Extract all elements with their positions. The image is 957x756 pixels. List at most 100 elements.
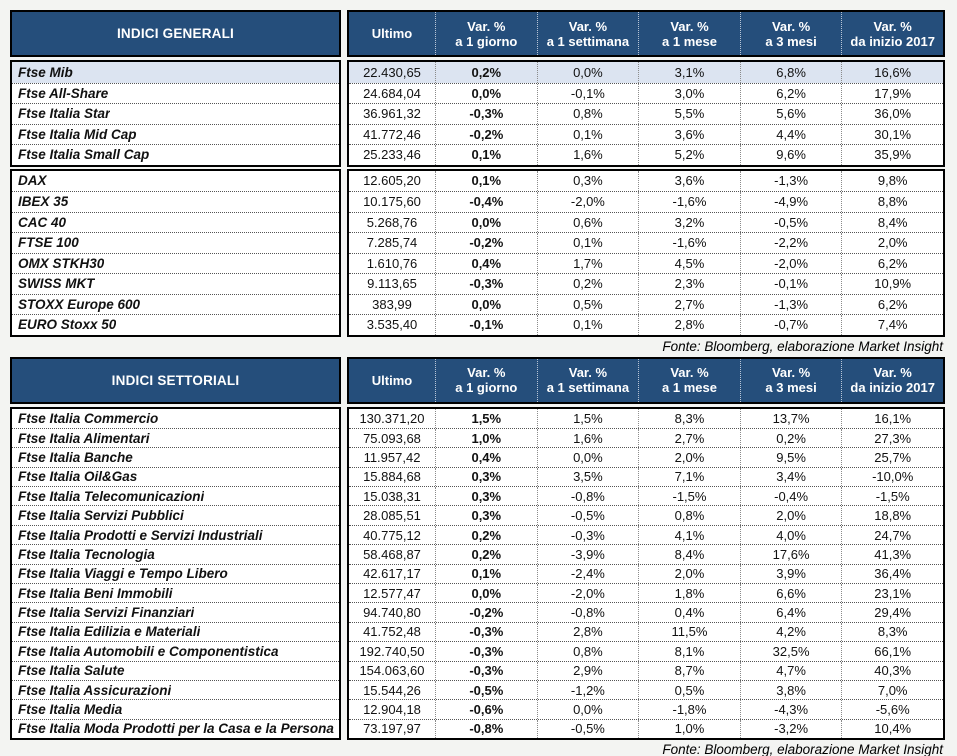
cell-ultimo: 12.904,18 (363, 702, 421, 718)
table-row: Ftse Italia Edilizia e Materiali (12, 621, 339, 641)
cell-var-inizio-2017: 17,9% (841, 83, 943, 103)
cell-ultimo: 73.197,97 (363, 721, 421, 737)
table-row: Ftse Italia Viaggi e Tempo Libero (12, 563, 339, 583)
cell-var-1-settimana: -2,4% (536, 564, 639, 584)
row-label: STOXX Europe 600 (18, 296, 141, 312)
cell-ultimo: 58.468,87 (363, 546, 421, 562)
cell-var-inizio-2017: 27,3% (841, 428, 943, 448)
table-row: 40.775,12 0,2% -0,3% 4,1% 4,0% 24,7% (349, 524, 943, 545)
column-header-var-1-settimana: Var. % a 1 settimana (536, 358, 639, 402)
values-panel: 22.430,65 0,2% 0,0% 3,1% 6,8% 16,6% 24.684,04 0… (347, 60, 945, 167)
cell-var-3-mesi: 5,6% (739, 104, 842, 124)
cell-var-1-giorno: -0,6% (435, 700, 537, 719)
row-label: CAC 40 (18, 214, 67, 230)
cell-var-1-giorno: 0,2% (435, 62, 537, 83)
table-row: 75.093,68 1,0% 1,6% 2,7% 0,2% 27,3% (349, 427, 943, 448)
cell-var-1-mese: 5,2% (638, 145, 740, 165)
table-row: 12.577,47 0,0% -2,0% 1,8% 6,6% 23,1% (349, 583, 943, 603)
row-label: Ftse Mib (18, 64, 73, 80)
table-row: Ftse Italia Servizi Finanziari (12, 602, 339, 621)
cell-var-1-mese: 2,8% (638, 315, 740, 335)
cell-ultimo: 24.684,04 (363, 85, 421, 101)
cell-var-1-mese: 0,5% (638, 680, 740, 700)
table-row: FTSE 100 (12, 232, 339, 253)
cell-var-1-settimana: 0,8% (536, 642, 639, 661)
column-header-var-3-mesi: Var. % a 3 mesi (739, 12, 842, 55)
table-row: DAX (12, 171, 339, 192)
cell-var-1-giorno: 0,3% (435, 506, 537, 525)
cell-ultimo: 11.957,42 (363, 449, 421, 465)
row-label: Ftse Italia Telecomunicazioni (18, 488, 205, 504)
cell-var-3-mesi: 32,5% (739, 642, 842, 661)
cell-var-inizio-2017: -5,6% (841, 700, 943, 719)
cell-var-1-mese: 3,0% (638, 83, 740, 103)
cell-var-inizio-2017: -10,0% (841, 467, 943, 487)
cell-var-1-giorno: -0,8% (435, 719, 537, 739)
source-note: Fonte: Bloomberg, elaborazione Market In… (662, 338, 943, 354)
cell-var-1-giorno: 0,0% (435, 294, 537, 314)
cell-var-1-giorno: -0,2% (435, 124, 537, 144)
cell-ultimo: 154.063,60 (359, 663, 425, 679)
cell-var-inizio-2017: 29,4% (841, 603, 943, 622)
cell-var-1-mese: 8,1% (638, 642, 740, 661)
row-label: Ftse Italia Edilizia e Materiali (18, 624, 201, 640)
table-row: 383,99 0,0% 0,5% 2,7% -1,3% 6,2% (349, 293, 943, 314)
cell-var-3-mesi: 4,7% (739, 661, 842, 680)
cell-var-1-mese: 4,5% (638, 253, 740, 273)
cell-ultimo: 5.268,76 (366, 214, 418, 230)
cell-ultimo: 15.038,31 (363, 488, 421, 504)
cell-var-3-mesi: 3,4% (739, 467, 842, 487)
cell-var-3-mesi: -0,1% (739, 274, 842, 294)
cell-var-1-mese: -1,8% (638, 700, 740, 719)
cell-var-1-settimana: -2,0% (536, 192, 639, 212)
cell-var-inizio-2017: 8,4% (841, 212, 943, 232)
labels-panel: DAX IBEX 35 CAC 40 FTSE 100 OMX STKH30 SWISS … (10, 168, 341, 337)
cell-var-1-giorno: -0,5% (435, 680, 537, 700)
column-header-var-1-giorno: Var. % a 1 giorno (435, 358, 537, 402)
values-panel: 12.605,20 0,1% 0,3% 3,6% -1,3% 9,8% 10.175,60-… (347, 168, 945, 337)
cell-var-inizio-2017: 16,6% (841, 62, 943, 83)
table-row: 11.957,42 0,4% 0,0% 2,0% 9,5% 25,7% (349, 447, 943, 467)
cell-var-1-settimana: 0,8% (536, 104, 639, 124)
table-row: 94.740,80 -0,2% -0,8% 0,4% 6,4% 29,4% (349, 602, 943, 622)
cell-var-1-giorno: 0,1% (435, 170, 537, 191)
cell-var-1-giorno: 0,1% (435, 564, 537, 584)
cell-var-inizio-2017: 10,4% (841, 719, 943, 739)
row-label: Ftse Italia Prodotti e Servizi Industria… (18, 527, 263, 543)
row-label: IBEX 35 (18, 194, 69, 210)
cell-ultimo: 75.093,68 (363, 430, 421, 446)
cell-ultimo: 25.233,46 (363, 147, 421, 163)
table-row: Ftse All-Share (12, 82, 339, 104)
cell-var-1-mese: 11,5% (638, 622, 740, 642)
cell-var-1-giorno: 0,0% (435, 83, 537, 103)
cell-var-inizio-2017: 8,8% (841, 192, 943, 212)
table-row: 154.063,60 -0,3% 2,9% 8,7% 4,7% 40,3% (349, 660, 943, 680)
table-row: Ftse Italia Servizi Pubblici (12, 505, 339, 524)
cell-var-1-settimana: 1,5% (536, 408, 639, 428)
cell-var-1-giorno: 1,0% (435, 428, 537, 448)
row-label: Ftse Italia Tecnologia (18, 546, 155, 562)
table-row: Ftse Italia Automobili e Componentistica (12, 641, 339, 660)
cell-var-inizio-2017: 36,0% (841, 104, 943, 124)
cell-var-1-mese: 2,7% (638, 428, 740, 448)
cell-var-3-mesi: 9,6% (739, 145, 842, 165)
table-indici-generali: INDICI GENERALI Ultimo Var. % a 1 giorno … (10, 10, 945, 357)
cell-var-3-mesi: -0,5% (739, 212, 842, 232)
cell-ultimo: 94.740,80 (363, 605, 421, 621)
cell-var-3-mesi: -1,3% (739, 294, 842, 314)
cell-var-inizio-2017: 40,3% (841, 661, 943, 680)
cell-ultimo: 383,99 (372, 296, 412, 312)
table-row: 41.772,46 -0,2% 0,1% 3,6% 4,4% 30,1% (349, 123, 943, 144)
cell-ultimo: 15.884,68 (363, 469, 421, 485)
row-label: Ftse Italia Servizi Finanziari (18, 605, 195, 621)
cell-var-1-giorno: -0,3% (435, 642, 537, 661)
cell-var-1-settimana: 0,2% (536, 274, 639, 294)
table-header: INDICI SETTORIALI Ultimo Var. % a 1 giorn… (10, 356, 945, 404)
cell-var-inizio-2017: 10,9% (841, 274, 943, 294)
table-row: Ftse Italia Banche (12, 447, 339, 466)
cell-var-1-giorno: 0,2% (435, 525, 537, 545)
table-row: 24.684,04 0,0% -0,1% 3,0% 6,2% 17,9% (349, 82, 943, 103)
values-panel: 130.371,20 1,5% 1,5% 8,3% 13,7% 16,1% 75.093,6… (347, 406, 945, 741)
row-label: Ftse All-Share (18, 85, 109, 101)
